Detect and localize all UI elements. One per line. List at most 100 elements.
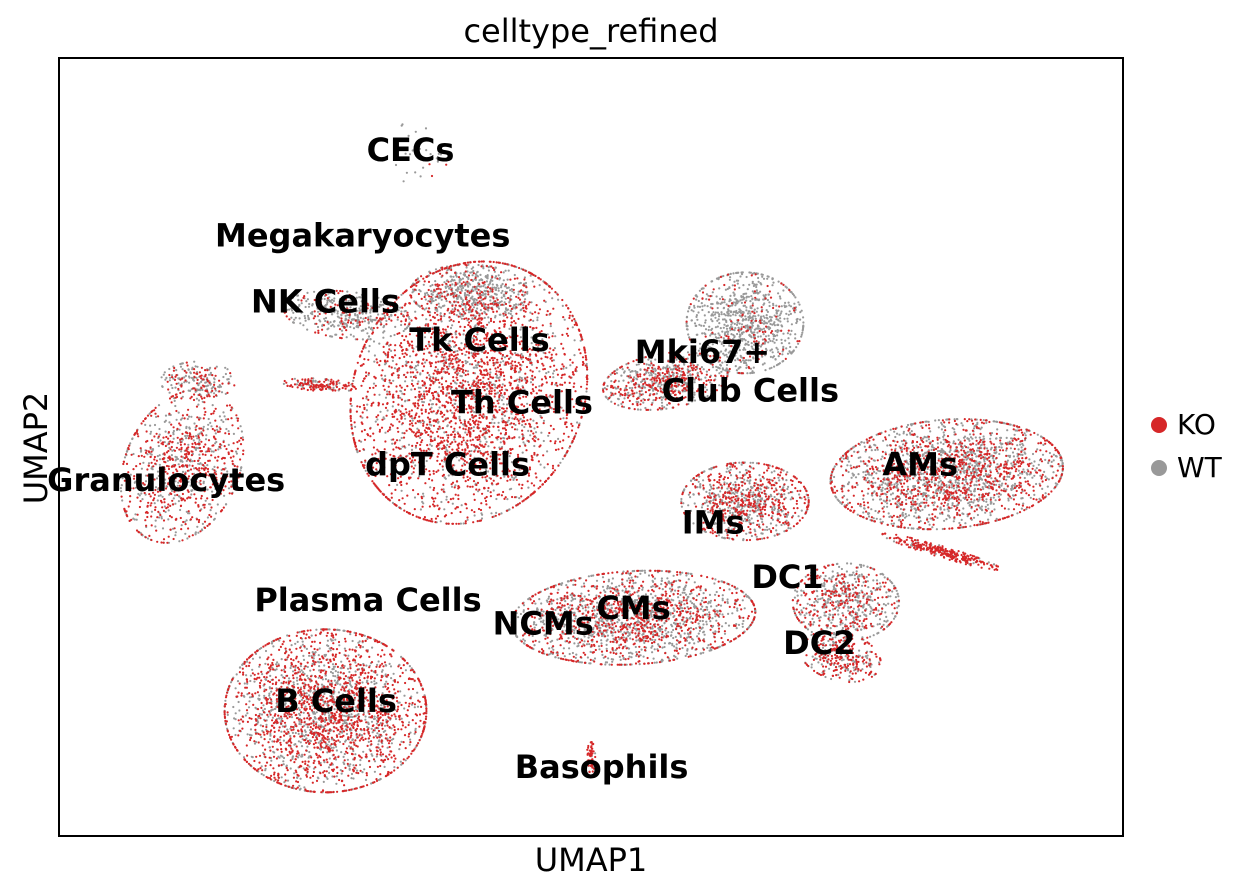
wt-point (377, 778, 380, 782)
wt-point (390, 677, 393, 680)
wt-point (416, 691, 419, 694)
scatter-points (119, 123, 1064, 794)
wt-point (732, 313, 735, 316)
wt-point (500, 286, 503, 289)
wt-point (366, 637, 369, 641)
wt-point (411, 419, 414, 422)
wt-point (610, 380, 613, 383)
wt-point (185, 437, 188, 440)
wt-point (248, 700, 251, 703)
wt-point (411, 379, 414, 382)
wt-point (328, 771, 331, 775)
wt-point (740, 273, 744, 276)
wt-point (499, 313, 502, 316)
wt-point (765, 309, 768, 312)
wt-point (462, 286, 465, 289)
wt-point (443, 431, 446, 434)
wt-point (513, 304, 516, 307)
wt-point (788, 304, 791, 307)
wt-point (292, 321, 295, 324)
wt-point (386, 746, 389, 749)
wt-point (527, 486, 530, 489)
wt-point (729, 272, 732, 275)
wt-point (400, 740, 403, 743)
wt-point (360, 734, 363, 737)
wt-point (416, 705, 420, 708)
wt-point (915, 516, 918, 520)
wt-point (251, 668, 254, 671)
wt-point (779, 317, 782, 320)
wt-point (552, 372, 555, 375)
wt-point (234, 712, 237, 715)
wt-point (713, 313, 717, 316)
wt-point (753, 308, 756, 311)
wt-point (729, 304, 732, 308)
wt-point (522, 441, 525, 444)
wt-point (357, 695, 361, 698)
wt-point (327, 766, 331, 769)
wt-point (232, 705, 235, 709)
wt-point (170, 454, 173, 457)
wt-point (1033, 493, 1036, 496)
wt-point (549, 325, 552, 328)
wt-point (1010, 462, 1013, 465)
wt-point (1012, 455, 1016, 458)
wt-point (331, 668, 334, 671)
wt-point (694, 324, 697, 327)
wt-point (750, 295, 753, 298)
wt-point (207, 423, 210, 426)
wt-point (776, 348, 779, 351)
wt-point (370, 727, 373, 730)
wt-point (326, 644, 329, 647)
wt-point (762, 277, 766, 280)
wt-point (500, 296, 503, 299)
wt-point (771, 351, 774, 354)
wt-point (927, 520, 930, 523)
wt-point (361, 338, 364, 341)
wt-point (331, 672, 334, 675)
wt-point (303, 786, 306, 789)
wt-point (504, 269, 507, 272)
wt-point (400, 717, 403, 720)
wt-point (790, 329, 793, 332)
wt-point (443, 314, 446, 318)
wt-point (718, 287, 721, 290)
wt-point (763, 320, 766, 323)
wt-point (150, 510, 153, 513)
wt-point (481, 294, 484, 297)
wt-point (716, 311, 720, 314)
wt-point (1019, 472, 1022, 475)
wt-point (907, 526, 910, 530)
wt-point (729, 314, 732, 317)
wt-point (304, 705, 307, 708)
wt-point (445, 299, 448, 303)
wt-point (291, 695, 295, 698)
wt-point (153, 502, 156, 505)
wt-point (349, 325, 352, 329)
wt-point (367, 350, 370, 353)
wt-point (884, 488, 887, 491)
wt-point (431, 293, 434, 296)
wt-point (766, 298, 770, 302)
wt-point (615, 387, 618, 390)
wt-point (174, 534, 177, 537)
wt-point (546, 450, 549, 453)
wt-point (889, 428, 892, 431)
wt-point (1041, 487, 1044, 490)
wt-point (373, 770, 376, 773)
wt-point (531, 280, 534, 283)
wt-point (604, 395, 607, 398)
wt-point (373, 717, 376, 720)
wt-point (561, 457, 565, 460)
wt-point (334, 670, 337, 673)
wt-point (425, 307, 428, 310)
wt-point (771, 340, 774, 343)
wt-point (194, 532, 197, 535)
wt-point (771, 284, 774, 287)
wt-point (362, 329, 365, 332)
wt-point (318, 647, 321, 650)
wt-point (507, 286, 510, 289)
wt-point (967, 502, 970, 505)
wt-point (306, 745, 309, 748)
